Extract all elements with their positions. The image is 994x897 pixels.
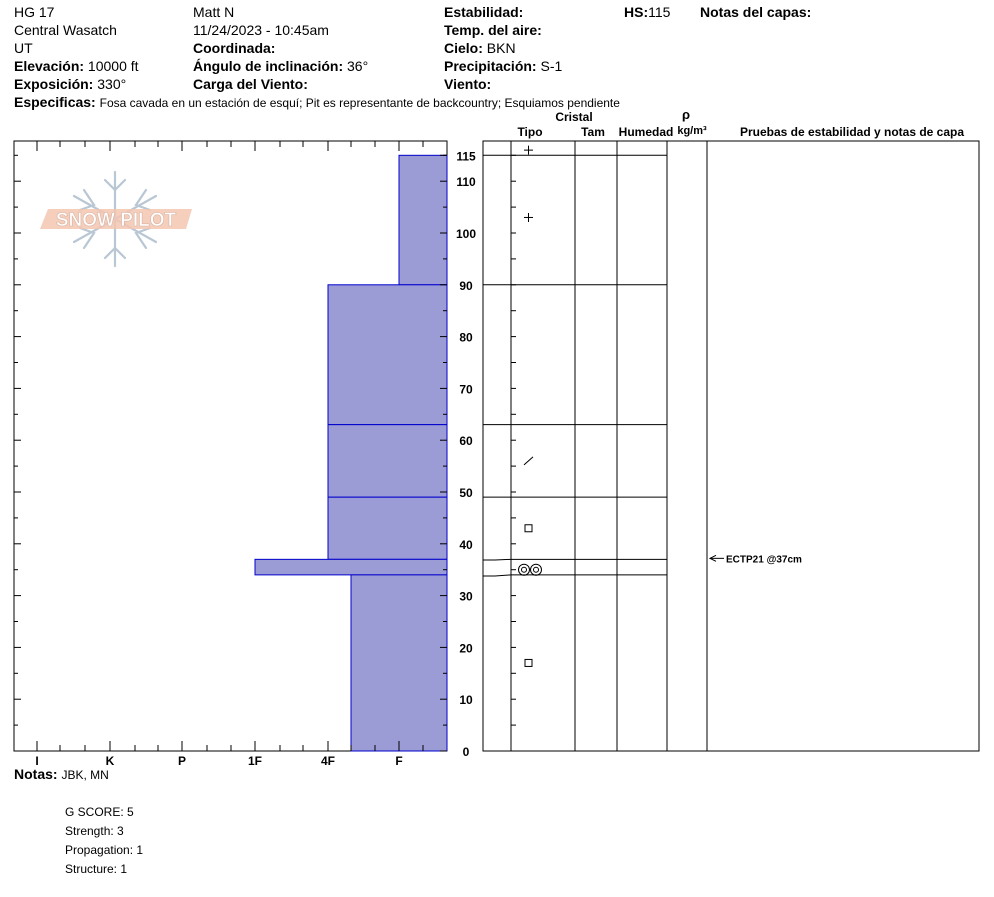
- hs-value: 115: [648, 4, 671, 20]
- depth-tick-label: 10: [459, 693, 473, 707]
- grain-symbols: [518, 145, 542, 667]
- hardness-tick-label: P: [178, 754, 186, 768]
- snowpilot-logo: SNOW PILOT: [40, 170, 192, 268]
- specifics-row: Especificas: Fosa cavada en un estación …: [14, 94, 620, 110]
- stability-tests: ECTP21 @37cm: [708, 554, 802, 565]
- size-header: Tam: [581, 125, 605, 139]
- note-line-gscore: G SCORE: 5: [65, 805, 134, 819]
- wind-loading-row: Carga del Viento:: [193, 75, 308, 93]
- hardness-tick-label: 4F: [321, 754, 335, 768]
- depth-tick-label: 90: [459, 279, 473, 293]
- stability-label: Estabilidad:: [444, 4, 524, 20]
- depth-tick-label: 60: [459, 434, 473, 448]
- air-temp-label: Temp. del aire:: [444, 22, 542, 38]
- hardness-tick-label: K: [106, 754, 115, 768]
- elevation-label: Elevación:: [14, 58, 85, 74]
- layer-bar-5: [254, 558, 448, 576]
- notes-label: Notas:: [14, 766, 58, 782]
- hardness-tick-label: 1F: [248, 754, 262, 768]
- depth-tick-label: 0: [463, 745, 470, 759]
- logo-text: SNOW PILOT: [56, 210, 177, 231]
- crystal-header: Cristal: [555, 110, 592, 124]
- tests-header: Pruebas de estabilidad y notas de capa: [740, 125, 964, 139]
- precip-value: S-1: [540, 58, 563, 74]
- grain-symbol-square: [524, 658, 533, 667]
- depth-tick-label: 70: [459, 382, 473, 396]
- notes-row: Notas: JBK, MN: [14, 766, 109, 782]
- pit-name: HG 17: [14, 4, 55, 20]
- observer-name: Matt N: [193, 4, 235, 20]
- grain-symbol-slash: [523, 456, 534, 466]
- layer-bar-4: [327, 496, 448, 560]
- table-ticks: [511, 154, 516, 752]
- layer-bar-6: [350, 574, 448, 752]
- depth-tick-label: 20: [459, 641, 473, 655]
- specifics-text: Fosa cavada en un estación de esquí; Pit…: [99, 96, 620, 110]
- aspect-row: Exposición: 330°: [14, 75, 126, 93]
- grain-symbol-ring-inner: [533, 566, 539, 573]
- air-temp-row: Temp. del aire:: [444, 21, 542, 39]
- coordinates-row: Coordinada:: [193, 39, 275, 57]
- range-name: Central Wasatch: [14, 22, 117, 38]
- note-line-propagation: Propagation: 1: [65, 843, 144, 857]
- wind-loading-label: Carga del Viento:: [193, 76, 308, 92]
- grain-symbol-square: [524, 524, 533, 533]
- notes-text: JBK, MN: [61, 768, 109, 782]
- logo-banner: [40, 209, 192, 229]
- depth-tick-label: 50: [459, 486, 473, 500]
- snow-profile-chart: SNOW PILOT 0102030405060708090100110115 …: [13, 107, 980, 768]
- hardness-axis: I K P 1F 4F F: [35, 141, 424, 768]
- layer-notes-row: Notas del capas:: [700, 3, 811, 21]
- slope-row: Ángulo de inclinación: 36°: [193, 57, 368, 75]
- grain-symbol-ring: [518, 563, 530, 576]
- layer-bar-1: [398, 154, 448, 286]
- aspect-value: 330°: [97, 76, 127, 92]
- hardness-tick-label: F: [395, 754, 402, 768]
- stability-row: Estabilidad:: [444, 3, 523, 21]
- layer-table-frame: [482, 140, 980, 752]
- layer-bar-2: [327, 284, 448, 426]
- grain-symbol-ring-inner: [521, 566, 527, 573]
- specifics-label: Especificas:: [14, 94, 96, 110]
- layer-bar-3: [327, 424, 448, 498]
- note-line-structure: Structure: 1: [65, 862, 128, 876]
- depth-tick-label: 115: [456, 149, 476, 163]
- observation-datetime: 11/24/2023 - 10:45am: [193, 22, 329, 38]
- layer-connector: [483, 558, 512, 561]
- sky-value: BKN: [486, 40, 516, 56]
- precip-row: Precipitación: S-1: [444, 57, 562, 75]
- hs-row: HS:115: [624, 3, 670, 21]
- depth-tick-label: 30: [459, 590, 473, 604]
- elevation-value: 10000 ft: [87, 58, 139, 74]
- grain-symbol-ring: [530, 563, 542, 576]
- coordinates-label: Coordinada:: [193, 40, 276, 56]
- hs-label: HS:: [624, 4, 649, 20]
- sky-row: Cielo: BKN: [444, 39, 516, 57]
- depth-tick-label: 40: [459, 538, 473, 552]
- aspect-label: Exposición:: [14, 76, 94, 92]
- layer-connector: [483, 574, 512, 577]
- sky-label: Cielo:: [444, 40, 483, 56]
- depth-tick-label: 110: [456, 175, 476, 189]
- elevation-row: Elevación: 10000 ft: [14, 57, 139, 75]
- density-unit-header: kg/m³: [677, 125, 707, 137]
- layer-notes-label: Notas del capas:: [700, 4, 812, 20]
- type-header: Tipo: [517, 125, 542, 139]
- slope-value: 36°: [347, 58, 369, 74]
- wind-row: Viento:: [444, 75, 491, 93]
- state-name: UT: [14, 40, 33, 56]
- slope-label: Ángulo de inclinación:: [193, 58, 344, 74]
- moisture-header: Humedad: [619, 125, 674, 139]
- test-label: ECTP21 @37cm: [726, 554, 802, 565]
- depth-axis: 0 10 20 30 40 50 60 70 80 90 100 110 115: [14, 149, 476, 759]
- rho-header: ρ: [682, 107, 690, 122]
- hardness-tick-label: I: [35, 754, 38, 768]
- depth-tick-label: 80: [459, 331, 473, 345]
- wind-label: Viento:: [444, 76, 492, 92]
- layer-bars: [254, 154, 448, 752]
- test-arrow-head: [708, 554, 717, 562]
- precip-label: Precipitación:: [444, 58, 537, 74]
- note-line-strength: Strength: 3: [65, 824, 124, 838]
- depth-tick-label: 100: [456, 227, 476, 241]
